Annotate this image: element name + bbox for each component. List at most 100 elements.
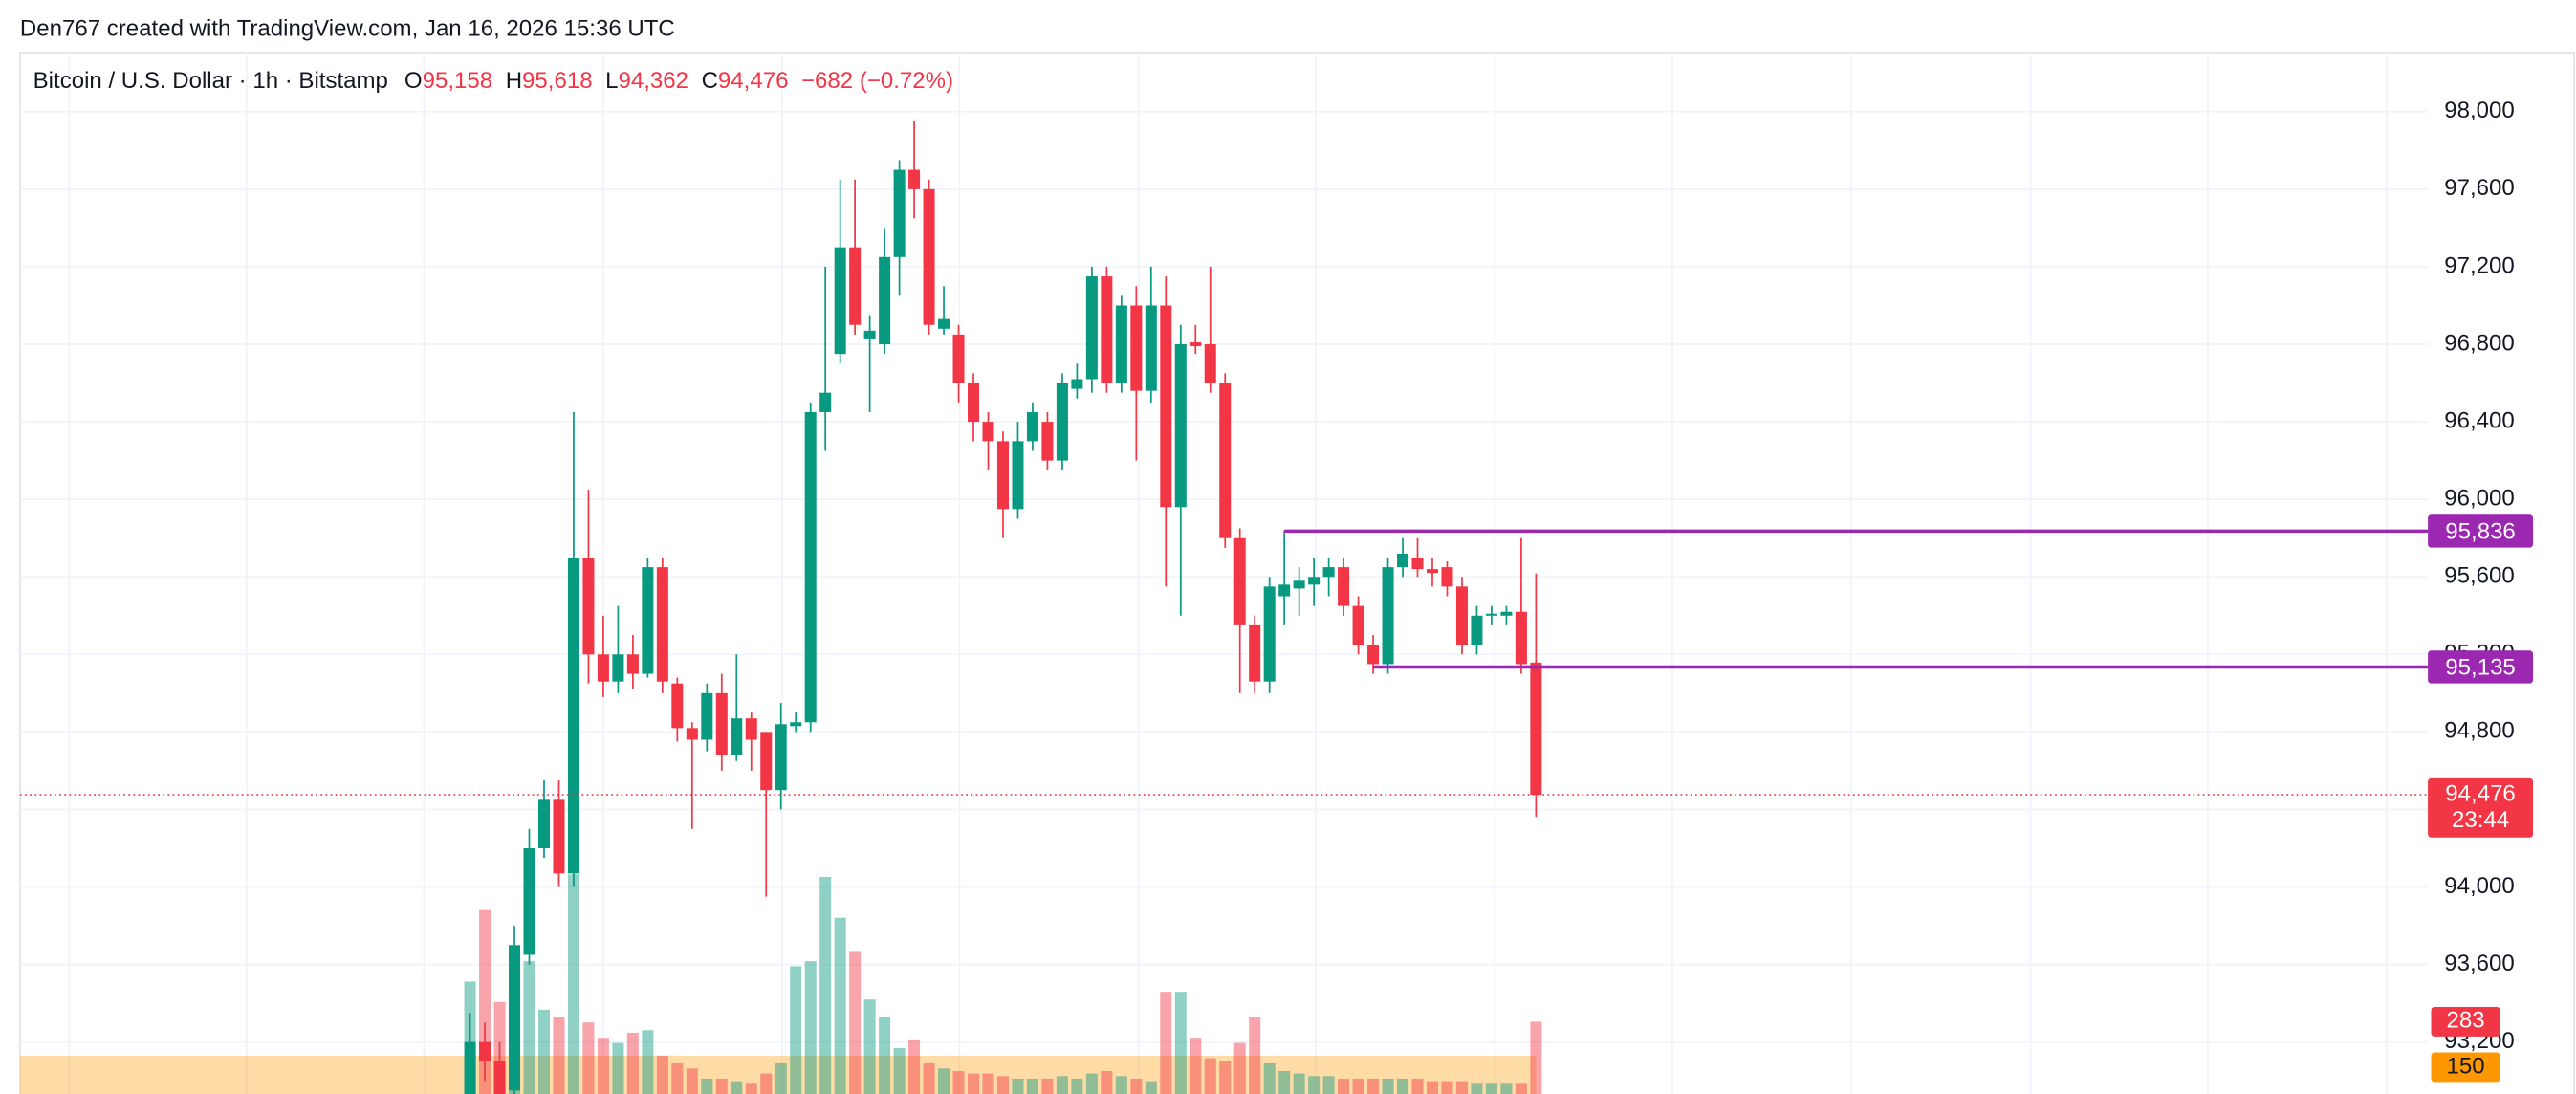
volume-bar (863, 999, 876, 1094)
candle-body (464, 1041, 476, 1094)
volume-bar (1278, 1070, 1291, 1094)
candle-body (1471, 615, 1483, 645)
chart-frame (19, 52, 2575, 1094)
volume-bar (1130, 1078, 1143, 1094)
candle-body (1233, 537, 1246, 625)
volume-bar (582, 1022, 595, 1094)
volume-bar (790, 966, 802, 1094)
y-tick-label: 94,000 (2444, 873, 2515, 899)
change: −682 (−0.72%) (801, 68, 953, 94)
volume-bar (1174, 992, 1187, 1094)
volume-bar (1145, 1081, 1157, 1094)
volume-bar (967, 1073, 980, 1094)
time-grid (68, 52, 2389, 1094)
candle-body (1012, 441, 1024, 510)
candle-body (686, 728, 698, 740)
volume-bar (1249, 1017, 1261, 1094)
candle-body (1397, 553, 1409, 568)
volume-bar (1204, 1058, 1216, 1094)
volume-bar (642, 1030, 654, 1094)
legend: Bitcoin / U.S. Dollar · 1h · Bitstamp O9… (33, 68, 953, 94)
y-tick-label: 98,000 (2444, 98, 2515, 123)
candle-body (967, 383, 980, 423)
y-tick-label: 93,600 (2444, 951, 2515, 976)
volume-bar (775, 1062, 787, 1094)
candle-body (553, 799, 565, 874)
level-tag (2428, 650, 2534, 684)
candle-body (1071, 379, 1083, 389)
volume-bar (1382, 1078, 1394, 1094)
candle-body (479, 1041, 491, 1061)
candle-body (1115, 305, 1127, 383)
volume-bar (1352, 1078, 1364, 1094)
candle-body (849, 247, 862, 325)
candle-body (1085, 276, 1098, 380)
level-label: 95,836 (2445, 518, 2516, 544)
volume-bar (1441, 1081, 1453, 1094)
volume-bar (1056, 1076, 1068, 1094)
volume-bar (834, 917, 846, 1094)
candle-body (1263, 586, 1276, 682)
candle-body (567, 557, 579, 874)
y-tick-label: 96,400 (2444, 407, 2515, 433)
candle-body (1455, 586, 1468, 645)
ohlc-key: L (605, 68, 618, 94)
volume-bar (745, 1083, 757, 1094)
plot: 93,20093,60094,00094,40094,80095,20095,6… (19, 98, 2534, 1094)
candle-body (642, 567, 654, 674)
volume-bar (1233, 1042, 1246, 1094)
volume-bar (1367, 1078, 1380, 1094)
volume-bar (1455, 1081, 1468, 1094)
ohlc-value: 95,158 (423, 68, 493, 94)
candle-body (938, 318, 950, 329)
volume-bar (879, 1017, 891, 1094)
volume-bar (656, 1055, 668, 1094)
candle-body (745, 718, 757, 740)
candle-body (1441, 567, 1453, 587)
candle-body (493, 1061, 506, 1094)
volume-bar (1101, 1070, 1113, 1094)
candle-body (760, 732, 773, 791)
volume-bar (849, 951, 862, 1094)
volume-bar (715, 1078, 728, 1094)
candle-body (715, 692, 728, 755)
candle-body (523, 847, 535, 955)
volume-bar (1426, 1081, 1439, 1094)
y-tick-label: 96,800 (2444, 330, 2515, 356)
candle-body (656, 567, 668, 682)
candle-body (671, 683, 684, 729)
candle-body (834, 247, 846, 355)
volume-bar (1293, 1073, 1305, 1094)
candle-body (597, 654, 609, 682)
candle-body (1219, 383, 1232, 538)
attribution: Den767 created with TradingView.com, Jan… (20, 15, 675, 41)
volume-bar (996, 1076, 1009, 1094)
volume-bar (553, 1017, 565, 1094)
volume-bar (597, 1038, 609, 1094)
candle-body (1485, 613, 1497, 616)
level-tag (2428, 514, 2534, 548)
volume-bar (1041, 1078, 1054, 1094)
volume-bar (1160, 992, 1172, 1094)
volume-ma-label: 150 (2447, 1053, 2485, 1079)
candle-body (701, 692, 713, 740)
candle-body (790, 722, 802, 727)
candle-body (1130, 305, 1143, 391)
candle-body (1308, 577, 1321, 585)
candle-body (1293, 580, 1305, 589)
candle-body (908, 169, 921, 189)
volume-bar (760, 1073, 773, 1094)
ohlc-key: O (404, 68, 423, 94)
y-tick-label: 95,600 (2444, 563, 2515, 589)
last-price-label: 94,476 (2445, 780, 2516, 806)
candle-body (1160, 305, 1172, 508)
volume-bar (626, 1032, 639, 1094)
volume-bar (1071, 1078, 1083, 1094)
candle-body (1041, 422, 1054, 461)
ohlc-key: H (506, 68, 522, 94)
volume-bar (1085, 1073, 1098, 1094)
candle-body (509, 945, 521, 1091)
candle-body (1190, 341, 1202, 347)
